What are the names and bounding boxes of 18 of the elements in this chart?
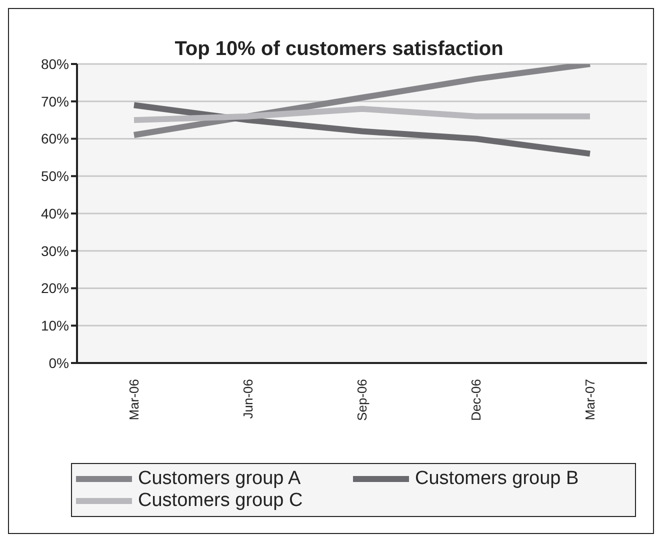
- y-tick-label: 40%: [40, 205, 69, 222]
- x-tick-label: Mar-07: [582, 379, 598, 420]
- y-tick-label: 30%: [40, 242, 69, 259]
- legend-label: Customers group A: [138, 468, 301, 490]
- y-tick-label: 50%: [40, 168, 69, 184]
- x-tick-label: Sep-06: [354, 379, 370, 421]
- y-tick-label: 70%: [40, 93, 69, 110]
- y-tick-label: 0%: [48, 354, 69, 371]
- y-tick-label: 10%: [40, 318, 69, 334]
- x-tick-label: Jun-06: [240, 379, 256, 419]
- y-tick-label: 60%: [40, 130, 69, 147]
- x-tick-label: Mar-06: [126, 379, 142, 420]
- y-tick-label: 80%: [40, 56, 69, 72]
- x-tick-label: Dec-06: [468, 379, 484, 421]
- y-tick-label: 20%: [40, 280, 69, 296]
- chart-title: Top 10% of customers satisfaction: [174, 38, 504, 61]
- legend-label: Customers group C: [138, 490, 303, 512]
- legend-label: Customers group B: [415, 468, 579, 490]
